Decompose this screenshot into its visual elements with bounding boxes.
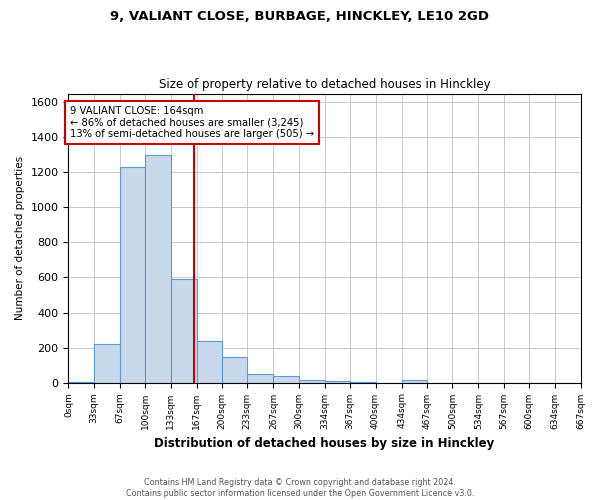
Bar: [170, 279, 197, 382]
Bar: [197, 340, 222, 382]
Text: 9 VALIANT CLOSE: 164sqm
← 86% of detached houses are smaller (3,245)
13% of semi: 9 VALIANT CLOSE: 164sqm ← 86% of detache…: [70, 106, 314, 139]
Bar: [145, 155, 170, 382]
Bar: [94, 344, 120, 383]
Bar: [274, 376, 299, 382]
Bar: [401, 380, 427, 382]
Bar: [120, 167, 145, 382]
Y-axis label: Number of detached properties: Number of detached properties: [15, 156, 25, 320]
Bar: [299, 380, 325, 382]
Bar: [325, 381, 350, 382]
Text: 9, VALIANT CLOSE, BURBAGE, HINCKLEY, LE10 2GD: 9, VALIANT CLOSE, BURBAGE, HINCKLEY, LE1…: [110, 10, 490, 23]
Title: Size of property relative to detached houses in Hinckley: Size of property relative to detached ho…: [158, 78, 490, 91]
Bar: [222, 357, 247, 382]
Bar: [247, 374, 274, 382]
Text: Contains HM Land Registry data © Crown copyright and database right 2024.
Contai: Contains HM Land Registry data © Crown c…: [126, 478, 474, 498]
X-axis label: Distribution of detached houses by size in Hinckley: Distribution of detached houses by size …: [154, 437, 494, 450]
